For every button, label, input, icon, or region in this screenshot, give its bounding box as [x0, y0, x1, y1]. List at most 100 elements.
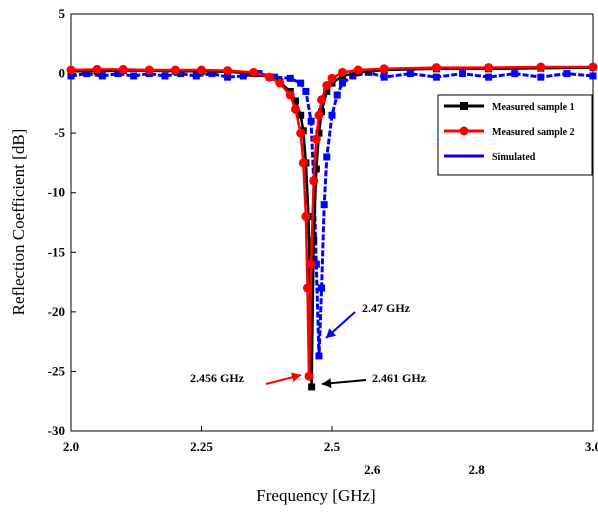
legend-marker [460, 102, 468, 110]
x-tick-label: 2.5 [324, 439, 341, 454]
x-tick-label: 2.0 [63, 439, 79, 454]
data-point [239, 72, 247, 80]
data-point [432, 73, 440, 81]
arrow-head [322, 378, 332, 389]
data-point [297, 111, 305, 119]
data-point [318, 284, 326, 292]
data-point [485, 73, 493, 81]
data-point [380, 73, 388, 81]
legend-label: Measured sample 1 [492, 102, 575, 113]
data-point [291, 97, 299, 105]
y-tick-label: 0 [59, 66, 66, 81]
legend-item: Simulated [444, 152, 536, 163]
data-point [589, 72, 597, 80]
data-point [66, 65, 76, 75]
data-point [285, 90, 295, 100]
data-point [406, 70, 414, 78]
data-point [304, 371, 314, 381]
data-point [327, 73, 337, 83]
x-axis-title: Frequency [GHz] [256, 486, 375, 505]
legend-label: Measured sample 2 [492, 127, 575, 138]
data-point [224, 73, 232, 81]
data-point [271, 73, 279, 81]
data-point [118, 64, 128, 74]
data-point [170, 65, 180, 75]
legend-marker [459, 126, 469, 136]
data-point [328, 111, 336, 119]
data-point [302, 283, 312, 293]
data-point [484, 63, 494, 73]
data-point [353, 65, 363, 75]
data-point [114, 70, 122, 78]
data-point [323, 153, 331, 161]
legend-item: Measured sample 2 [444, 126, 575, 138]
data-point [338, 79, 346, 87]
data-point [297, 79, 305, 87]
arrow-head [291, 372, 301, 383]
data-point [92, 64, 102, 74]
data-point [328, 79, 336, 87]
y-tick-label: -5 [54, 125, 65, 140]
data-point [317, 95, 327, 105]
data-point [286, 74, 294, 82]
y-tick-label: 5 [59, 6, 66, 21]
data-point [208, 70, 216, 78]
data-point [223, 66, 233, 76]
data-point [314, 110, 324, 120]
y-tick-label: -30 [48, 423, 65, 438]
data-point [588, 62, 598, 72]
arrow-head [326, 328, 337, 338]
data-point [306, 259, 316, 269]
data-point [563, 70, 571, 78]
data-point [264, 72, 274, 82]
data-point [312, 260, 320, 268]
data-point [310, 236, 318, 244]
x-tick-label: 3.0 [585, 439, 598, 454]
data-point [98, 72, 106, 80]
data-point [298, 158, 308, 168]
y-axis: 5 0 -5 -10 -15 -20 -25 -30 [48, 6, 76, 438]
data-point [296, 128, 306, 138]
y-axis-title: Reflection Coefficient [dB] [9, 129, 28, 316]
data-point [349, 72, 357, 80]
y-tick-label: -25 [48, 363, 66, 378]
data-point [309, 176, 319, 186]
data-point [290, 104, 300, 114]
data-point [275, 78, 285, 88]
data-point [307, 117, 315, 125]
data-point [537, 73, 545, 81]
data-point [315, 129, 323, 137]
legend-item: Measured sample 1 [444, 102, 575, 113]
data-point [311, 134, 321, 144]
y-tick-label: -15 [48, 244, 66, 259]
data-point [337, 67, 347, 77]
annotation-2.47: 2.47 GHz [362, 301, 411, 315]
data-point [323, 87, 331, 95]
data-point [315, 352, 323, 360]
data-point [197, 65, 206, 75]
data-point [308, 383, 316, 391]
arrow-2.47 [325, 311, 356, 339]
annotations: 2.456 GHz 2.461 GHz 2.47 GHz [190, 301, 427, 389]
x-tick-label-extra: 2.6 [364, 462, 381, 477]
y-tick-label: -20 [48, 304, 65, 319]
series-measured-sample-2 [66, 62, 598, 381]
data-point [320, 201, 328, 209]
data-point [130, 72, 138, 80]
data-point [379, 64, 389, 74]
legend: Measured sample 1 Measured sample 2 Simula… [437, 94, 593, 176]
x-tick-label: 2.25 [190, 439, 213, 454]
data-point [144, 65, 154, 75]
x-axis: 2.0 2.25 2.5 3.0 2.6 2.8 [63, 426, 598, 477]
x-tick-label-extra: 2.8 [468, 462, 485, 477]
data-point [333, 91, 341, 99]
annotation-2.461: 2.461 GHz [372, 371, 427, 385]
data-point [431, 63, 441, 73]
data-point [301, 212, 311, 222]
data-point [322, 80, 332, 90]
data-point [83, 70, 91, 78]
data-point [459, 70, 466, 78]
annotation-2.456: 2.456 GHz [190, 371, 245, 385]
data-point [312, 165, 320, 173]
